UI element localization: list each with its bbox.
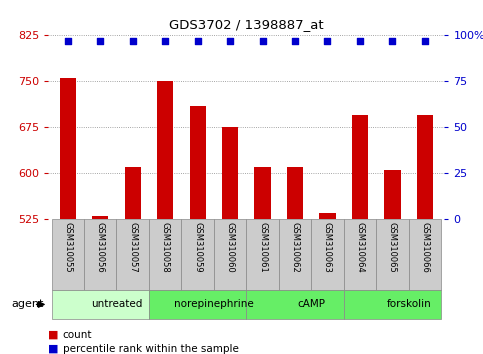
Text: GSM310062: GSM310062 [291,222,299,272]
Point [226,38,234,44]
Bar [157,81,173,219]
Text: GSM310056: GSM310056 [96,222,105,272]
Bar [344,290,441,319]
Bar [417,115,433,219]
Bar [409,219,441,290]
Text: agent: agent [11,299,43,309]
Bar [384,170,400,219]
Text: GSM310055: GSM310055 [63,222,72,272]
Text: untreated: untreated [91,299,142,309]
Point [291,38,299,44]
Bar [344,219,376,290]
Bar [279,219,311,290]
Point [194,38,201,44]
Bar [189,106,206,219]
Bar [255,167,270,219]
Text: percentile rank within the sample: percentile rank within the sample [63,344,239,354]
Point [64,38,71,44]
Bar [287,167,303,219]
Point [324,38,331,44]
Text: GSM310058: GSM310058 [161,222,170,272]
Point [129,38,137,44]
Point [259,38,267,44]
Text: GSM310057: GSM310057 [128,222,137,272]
Point [388,38,396,44]
Bar [222,127,238,219]
Bar [246,290,344,319]
Text: ■: ■ [48,330,59,339]
Text: GSM310064: GSM310064 [355,222,365,272]
Bar [311,219,344,290]
Text: GSM310059: GSM310059 [193,222,202,272]
Bar [214,219,246,290]
Text: GSM310065: GSM310065 [388,222,397,272]
Bar [116,219,149,290]
Point [356,38,364,44]
Bar [149,219,182,290]
Text: GSM310060: GSM310060 [226,222,235,272]
Text: count: count [63,330,92,339]
Text: GSM310061: GSM310061 [258,222,267,272]
Text: forskolin: forskolin [386,299,431,309]
Point [97,38,104,44]
Text: ■: ■ [48,344,59,354]
Bar [60,78,76,219]
Text: GSM310066: GSM310066 [420,222,429,273]
Bar [376,219,409,290]
Bar [92,216,108,219]
Text: GSM310063: GSM310063 [323,222,332,273]
Bar [319,213,336,219]
Point [421,38,429,44]
Title: GDS3702 / 1398887_at: GDS3702 / 1398887_at [169,18,324,32]
Bar [52,219,84,290]
Text: cAMP: cAMP [297,299,325,309]
Point [161,38,169,44]
Bar [246,219,279,290]
Bar [125,167,141,219]
Bar [352,115,368,219]
Bar [52,290,149,319]
Bar [149,290,246,319]
Bar [84,219,116,290]
Text: norepinephrine: norepinephrine [174,299,254,309]
Bar [182,219,214,290]
